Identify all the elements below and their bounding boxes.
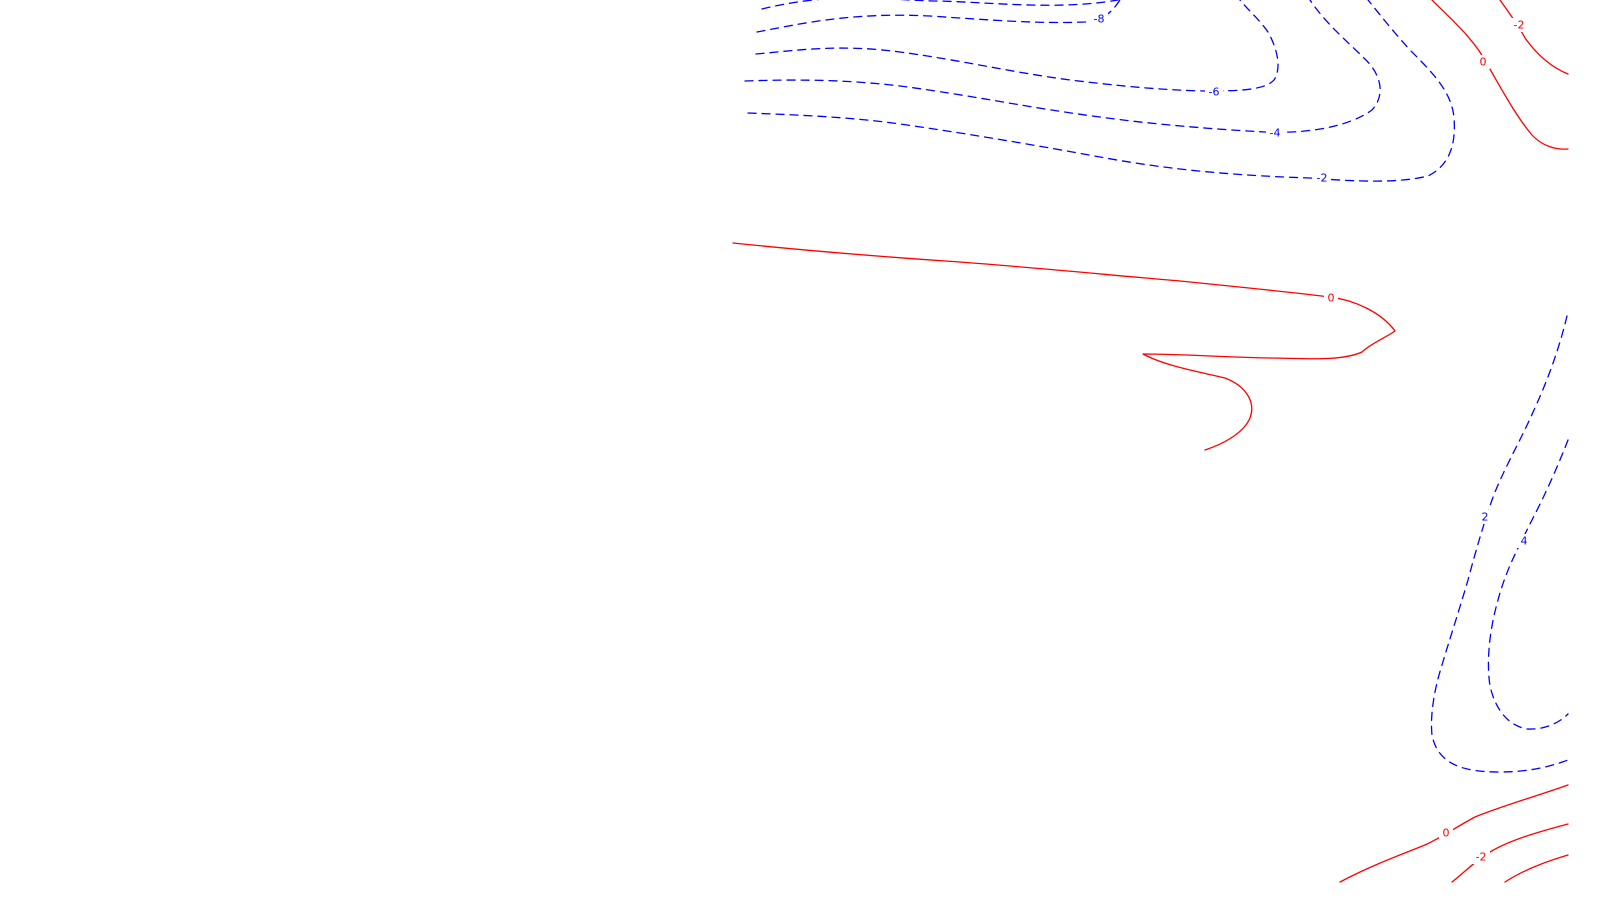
contour-line-neg8: [761, 0, 1119, 10]
contour-line-bottom-neg4: [1504, 854, 1569, 883]
contour-label-top-right-0: 0: [1480, 56, 1487, 69]
contour-label-top-neg6: -6: [1209, 86, 1220, 99]
contour-line-top-right-0: [1431, 0, 1569, 150]
contour-label-right-2: 2: [1482, 511, 1489, 524]
contour-label-top-neg4: -4: [1270, 127, 1281, 140]
contour-label-right-4: 4: [1521, 535, 1528, 548]
contour-line-right-4: [1487, 439, 1569, 730]
contour-line-bottom-neg2: [1451, 823, 1569, 883]
contour-label-top-neg2: -2: [1317, 172, 1328, 185]
contour-label-bottom-neg2: -2: [1476, 851, 1487, 864]
contour-line-middle-0: [732, 242, 1396, 451]
contour-line-neg6: [755, 0, 1279, 92]
contour-line-neg4: [744, 0, 1381, 133]
contour-label-top-neg8: -8: [1094, 13, 1105, 26]
contour-line-top-right-neg2: [1499, 0, 1569, 75]
contour-label-middle-0: 0: [1328, 292, 1335, 305]
contour-line-neg8-lower: [756, 0, 1121, 33]
contour-label-top-right-neg2: -2: [1514, 19, 1525, 32]
contour-line-right-2: [1430, 315, 1569, 773]
contour-line-neg2: [747, 0, 1456, 182]
contour-labels: -8 -6 -4 -2 -2 0 0 2 4 0 -2: [1090, 12, 1531, 864]
contour-label-bottom-0: 0: [1443, 827, 1450, 840]
